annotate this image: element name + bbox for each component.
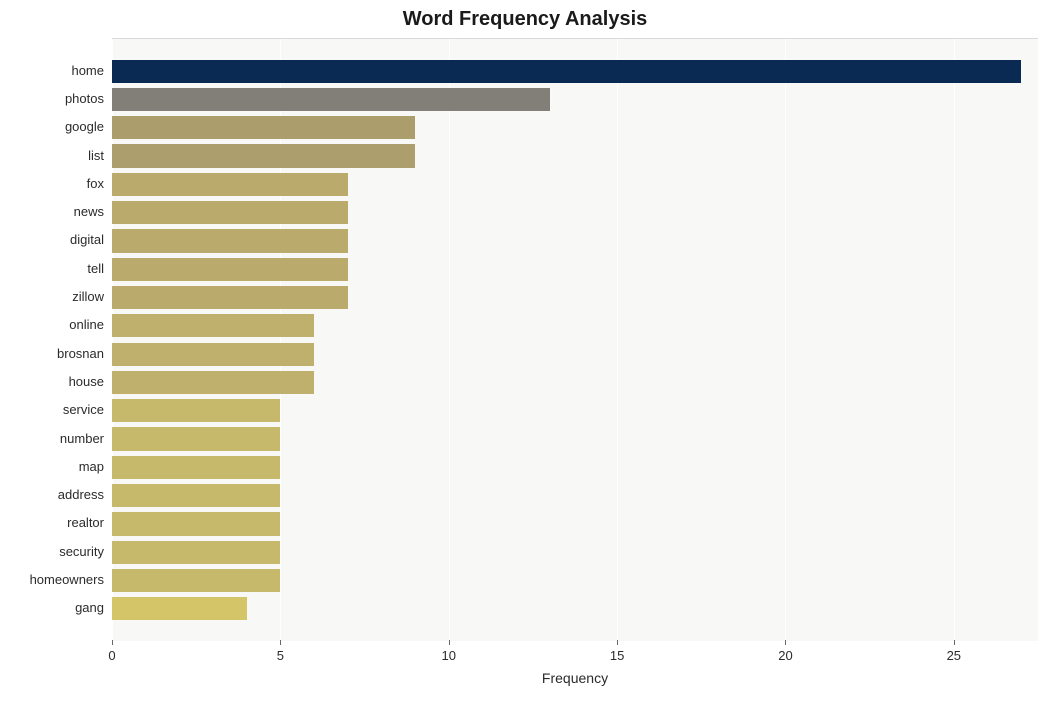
bar xyxy=(112,484,280,507)
plot-area xyxy=(112,38,1038,641)
bar xyxy=(112,258,348,281)
bar-row xyxy=(112,343,1038,366)
bar-row xyxy=(112,201,1038,224)
y-tick-label: realtor xyxy=(67,515,104,530)
bar-row xyxy=(112,569,1038,592)
y-tick-label: house xyxy=(69,374,104,389)
word-frequency-chart: Word Frequency Analysis Frequency 0 5 10 15… xyxy=(0,0,1050,701)
bar-row xyxy=(112,258,1038,281)
y-tick-label: fox xyxy=(87,176,104,191)
bar xyxy=(112,569,280,592)
bar-row xyxy=(112,484,1038,507)
x-tick-label: 20 xyxy=(778,648,792,663)
bar-row xyxy=(112,173,1038,196)
y-tick-label: security xyxy=(59,544,104,559)
y-tick-label: homeowners xyxy=(30,572,104,587)
x-axis-label: Frequency xyxy=(112,670,1038,686)
bar xyxy=(112,371,314,394)
bar-row xyxy=(112,371,1038,394)
bar-row xyxy=(112,144,1038,167)
y-tick-label: digital xyxy=(70,232,104,247)
x-tick-label: 15 xyxy=(610,648,624,663)
x-tick-mark xyxy=(785,640,786,645)
chart-title: Word Frequency Analysis xyxy=(0,8,1050,31)
y-tick-label: news xyxy=(74,204,104,219)
bar xyxy=(112,286,348,309)
bar xyxy=(112,229,348,252)
y-tick-label: service xyxy=(63,402,104,417)
y-tick-label: google xyxy=(65,119,104,134)
bar-row xyxy=(112,456,1038,479)
bar-row xyxy=(112,286,1038,309)
bar-row xyxy=(112,597,1038,620)
x-tick-label: 25 xyxy=(947,648,961,663)
bar xyxy=(112,456,280,479)
y-tick-label: zillow xyxy=(72,289,104,304)
y-tick-label: number xyxy=(60,431,104,446)
bar-row xyxy=(112,427,1038,450)
x-tick-label: 0 xyxy=(108,648,115,663)
bar xyxy=(112,60,1021,83)
bar xyxy=(112,173,348,196)
x-tick-mark xyxy=(954,640,955,645)
x-tick-mark xyxy=(449,640,450,645)
x-tick-mark xyxy=(112,640,113,645)
bar xyxy=(112,399,280,422)
bar xyxy=(112,597,247,620)
y-tick-label: map xyxy=(79,459,104,474)
y-tick-label: list xyxy=(88,148,104,163)
bar-row xyxy=(112,116,1038,139)
bar-row xyxy=(112,229,1038,252)
bar xyxy=(112,512,280,535)
bar-row xyxy=(112,88,1038,111)
bar-row xyxy=(112,512,1038,535)
y-tick-label: online xyxy=(69,317,104,332)
bar-row xyxy=(112,314,1038,337)
y-tick-label: brosnan xyxy=(57,346,104,361)
x-tick-mark xyxy=(617,640,618,645)
x-tick-label: 10 xyxy=(441,648,455,663)
y-tick-label: address xyxy=(58,487,104,502)
bar xyxy=(112,541,280,564)
y-tick-label: gang xyxy=(75,600,104,615)
bar xyxy=(112,314,314,337)
bar-row xyxy=(112,541,1038,564)
bar-row xyxy=(112,399,1038,422)
y-tick-label: home xyxy=(71,63,104,78)
bar xyxy=(112,427,280,450)
y-tick-label: photos xyxy=(65,91,104,106)
bar xyxy=(112,343,314,366)
bar-row xyxy=(112,60,1038,83)
bar xyxy=(112,88,550,111)
x-tick-mark xyxy=(280,640,281,645)
y-tick-label: tell xyxy=(87,261,104,276)
bar xyxy=(112,116,415,139)
bar xyxy=(112,144,415,167)
bar xyxy=(112,201,348,224)
x-tick-label: 5 xyxy=(277,648,284,663)
